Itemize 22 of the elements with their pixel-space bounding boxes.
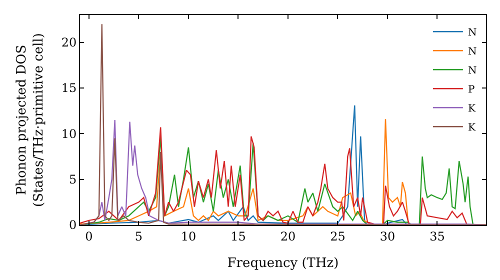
x-tick-label: 15 <box>230 229 246 244</box>
y-axis-title: Phonon projected DOS (States/THz·primitive cell) <box>14 32 46 208</box>
legend-label: N <box>468 28 477 38</box>
y-tick-label: 15 <box>61 81 77 96</box>
legend-label: N <box>468 66 477 76</box>
legend-label: K <box>468 122 476 134</box>
x-tick-label: 10 <box>180 229 196 244</box>
x-tick-label: 0 <box>85 229 93 244</box>
x-tick-label: 20 <box>280 229 296 244</box>
x-axis-title: Frequency (THz) <box>227 256 339 271</box>
y-tick-label: 5 <box>68 172 77 187</box>
legend-label: P <box>468 84 475 96</box>
x-tick-label: 25 <box>330 229 346 244</box>
x-tick-label: 5 <box>134 229 143 244</box>
legend-label: K <box>468 104 476 114</box>
x-tick-label: 35 <box>430 229 445 244</box>
y-tick-label: 20 <box>61 36 77 50</box>
y-tick-label: 10 <box>61 126 77 141</box>
y-tick-label: 0 <box>68 218 77 232</box>
line-series <box>80 24 486 225</box>
x-tick-label: 30 <box>380 229 396 244</box>
legend-label: N <box>468 46 477 58</box>
